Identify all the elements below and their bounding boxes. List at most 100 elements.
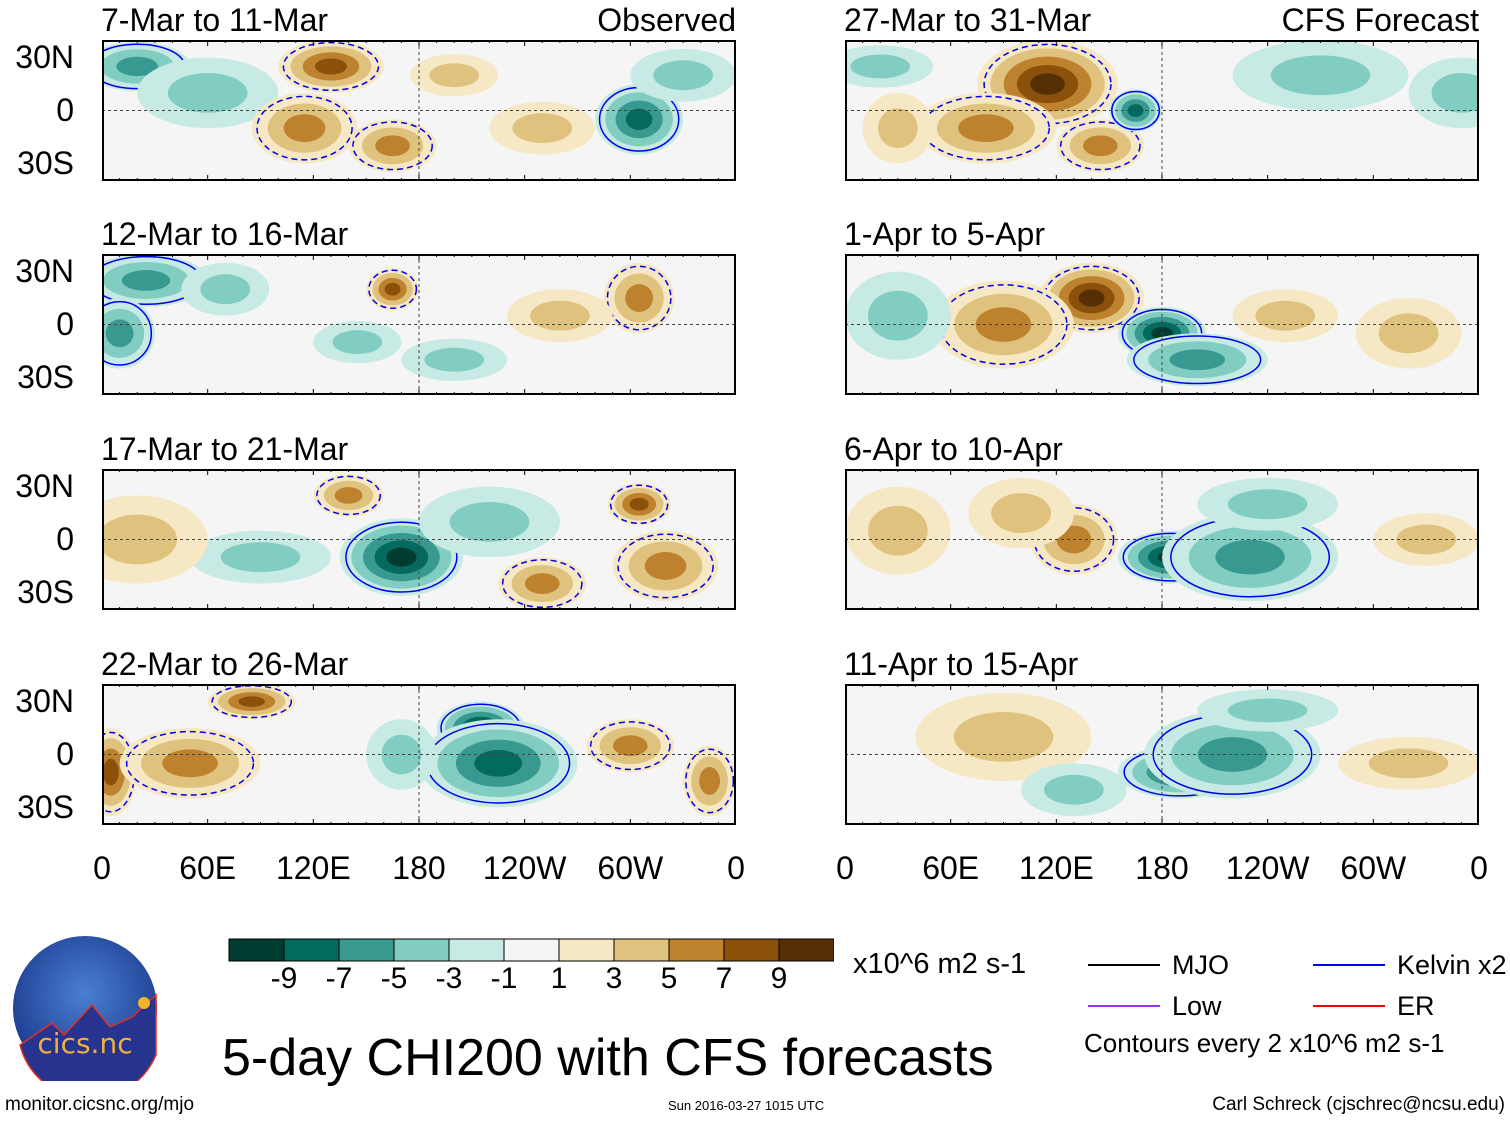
kelvin-contour (1133, 335, 1262, 385)
negative-anomaly (1197, 689, 1339, 732)
colorbar-label: 9 (770, 962, 788, 995)
negative-anomaly (190, 530, 331, 584)
colorbar-swatch (283, 938, 340, 962)
y-tick-label: 0 (56, 521, 74, 557)
x-tick-label: 60W (1340, 850, 1407, 886)
cicsnc-logo: cics.nc (13, 936, 157, 1081)
negative-anomaly (1408, 57, 1479, 129)
legend-line-mjo (1088, 964, 1160, 966)
kelvin-contour (316, 475, 382, 516)
negative-anomaly (181, 262, 270, 316)
panel-title: 27-Mar to 31-Mar (844, 2, 1092, 38)
y-tick-label: 30N (15, 39, 74, 75)
kelvin-contour (589, 721, 671, 771)
positive-anomaly (507, 289, 613, 343)
colorbar-label: 7 (715, 962, 733, 995)
positive-anomaly (915, 92, 1057, 164)
footer-author: Carl Schreck (cjschrec@ncsu.edu) (1212, 1094, 1505, 1115)
panel-title: 17-Mar to 21-Mar (101, 431, 349, 467)
legend-line-low (1088, 1005, 1160, 1007)
positive-anomaly (1355, 298, 1462, 369)
y-tick-label: 30S (17, 574, 74, 610)
positive-anomaly (586, 719, 675, 773)
positive-anomaly (102, 495, 208, 584)
legend-label: MJO (1172, 950, 1229, 980)
y-tick-label: 30N (15, 468, 74, 504)
panel-title: 12-Mar to 16-Mar (101, 216, 349, 252)
colorbar-swatch (558, 938, 615, 962)
chart-title: 5-day CHI200 with CFS forecasts (222, 1029, 994, 1087)
map-panel (102, 684, 736, 825)
colorbar-swatch (503, 938, 560, 962)
positive-anomaly (207, 684, 296, 720)
negative-anomaly (419, 486, 560, 558)
colorbar-label: -3 (435, 962, 463, 995)
colorbar-swatch (228, 938, 285, 962)
colorbar-swatch (613, 938, 670, 962)
positive-anomaly (251, 92, 358, 164)
legend-line-kelvin-x2 (1313, 964, 1385, 966)
colorbar-label: 5 (660, 962, 678, 995)
panel-title: 22-Mar to 26-Mar (101, 646, 349, 682)
positive-anomaly (1232, 289, 1339, 343)
negative-anomaly (1126, 333, 1268, 387)
column-label: Observed (597, 2, 736, 38)
footer-url[interactable]: monitor.cicsnc.org/mjo (5, 1094, 195, 1115)
colorbar-swatch (778, 938, 834, 962)
positive-anomaly (366, 268, 420, 311)
x-tick-label: 60W (597, 850, 664, 886)
negative-anomaly (1144, 710, 1321, 799)
colorbar-label: -5 (380, 962, 408, 995)
positive-anomaly (1373, 513, 1479, 566)
y-tick-label: 0 (56, 92, 74, 128)
panel-title: 1-Apr to 5-Apr (844, 216, 1045, 252)
positive-anomaly (1056, 119, 1145, 173)
negative-anomaly (845, 271, 951, 360)
x-tick-label: 60E (179, 850, 237, 886)
positive-anomaly (845, 486, 951, 575)
x-tick-label: 0 (93, 850, 111, 886)
contour-note: Contours every 2 x10^6 m2 s-1 (1084, 1028, 1445, 1058)
kelvin-contour (256, 95, 353, 161)
positive-anomaly (968, 477, 1074, 549)
colorbar-label: 3 (605, 962, 623, 995)
negative-anomaly (313, 320, 402, 364)
negative-anomaly (1197, 477, 1339, 531)
kelvin-contour (685, 748, 735, 814)
legend-label: Low (1172, 991, 1222, 1021)
x-tick-label: 180 (392, 850, 446, 886)
negative-anomaly (595, 84, 684, 155)
map-panel (102, 254, 736, 395)
positive-anomaly (410, 54, 499, 97)
negative-anomaly (102, 254, 208, 307)
kelvin-contour (352, 121, 433, 171)
colorbar-label: -7 (325, 962, 353, 995)
positive-anomaly (313, 474, 384, 517)
positive-anomaly (278, 40, 384, 93)
x-tick-label: 120W (1225, 850, 1310, 886)
legend-label: Kelvin x2 (1397, 950, 1507, 980)
positive-anomaly (683, 745, 736, 817)
x-tick-label: 0 (836, 850, 854, 886)
kelvin-contour (617, 533, 714, 599)
kelvin-contour (125, 730, 255, 796)
x-tick-label: 120W (482, 850, 567, 886)
positive-anomaly (119, 728, 261, 799)
positive-anomaly (489, 101, 596, 155)
panel-title: 11-Apr to 15-Apr (844, 646, 1079, 682)
negative-anomaly (845, 45, 934, 88)
kelvin-contour (102, 300, 153, 366)
kelvin-contour (211, 685, 293, 719)
positive-anomaly (1338, 736, 1479, 790)
positive-anomaly (603, 262, 675, 334)
negative-anomaly (1021, 763, 1127, 817)
x-tick-label: 60E (922, 850, 980, 886)
positive-anomaly (612, 530, 719, 602)
column-label: CFS Forecast (1281, 2, 1479, 38)
y-tick-label: 30S (17, 789, 74, 825)
positive-anomaly (607, 483, 671, 526)
positive-anomaly (915, 692, 1092, 781)
negative-anomaly (1232, 40, 1409, 111)
panel-title: 6-Apr to 10-Apr (844, 431, 1063, 467)
map-panel (102, 469, 736, 610)
